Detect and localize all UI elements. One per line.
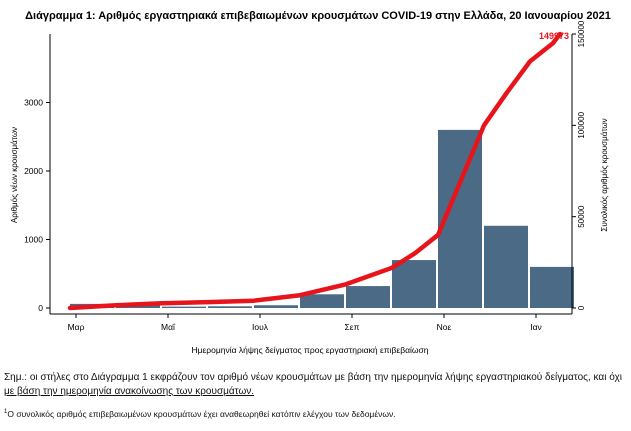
bar-Δεκ [484, 225, 528, 308]
y-tick-label: 2000 [24, 166, 43, 176]
y-tick-label: 3000 [24, 98, 43, 108]
chart-note: Σημ.: οι στήλες στο Διάγραμμα 1 εκφράζου… [4, 371, 628, 399]
bar-series [70, 129, 574, 308]
y-tick-label: 1000 [24, 235, 43, 245]
x-tick-label: Νοε [437, 322, 452, 332]
bar-Ιουλ [254, 305, 298, 308]
bar-Ιουν [208, 306, 252, 308]
x-tick-label: Σεπ [345, 322, 360, 332]
chart: Διάγραμμα 1: Αριθμός εργαστηριακά επιβεβ… [10, 10, 611, 355]
cumulative-line [67, 31, 563, 311]
bar-Σεπ [346, 286, 390, 308]
footnote-text: Ο συνολικός αριθμός επιβεβαιωμένων κρουσ… [7, 409, 396, 419]
y-axis-label: Αριθμός νέων κρουσμάτων [10, 127, 19, 223]
bar-Αυγ [300, 294, 344, 308]
x-tick-label: Μαρ [68, 322, 85, 332]
final-total-label: 149973 [539, 31, 569, 41]
x-axis-label: Ημερομηνία λήψης δείγματος προς εργαστηρ… [191, 345, 428, 355]
footnote-marker: 1 [4, 409, 8, 416]
footnote: 1Ο συνολικός αριθμός επιβεβαιωμένων κρου… [4, 409, 396, 419]
y-tick-label: 0 [38, 303, 43, 313]
axes: 0 1000 2000 3000 0 50000 100000 150000 Μαρ Μαΐ Ιου… [24, 20, 586, 332]
y2-axis-label: Συνολικός αριθμός κρουσμάτων [600, 118, 609, 231]
note-text: Σημ.: οι στήλες στο Διάγραμμα 1 εκφράζου… [4, 372, 622, 383]
x-tick-label: Ιαν [530, 322, 542, 332]
y2-tick-label: 0 [577, 305, 586, 310]
bar-Ιαν [530, 266, 574, 308]
bar-Οκτ [392, 260, 436, 308]
bar-Μαΐ [162, 306, 206, 308]
x-tick-label: Μαΐ [161, 322, 176, 332]
y2-tick-label: 50000 [577, 205, 586, 228]
note-underlined-text: με βάση την ημερομηνία ανακοίνωσης των κ… [4, 386, 255, 397]
x-tick-label: Ιουλ [252, 322, 269, 332]
y2-tick-label: 150000 [577, 20, 586, 47]
chart-title: Διάγραμμα 1: Αριθμός εργαστηριακά επιβεβ… [25, 10, 611, 22]
y2-tick-label: 100000 [577, 111, 586, 138]
